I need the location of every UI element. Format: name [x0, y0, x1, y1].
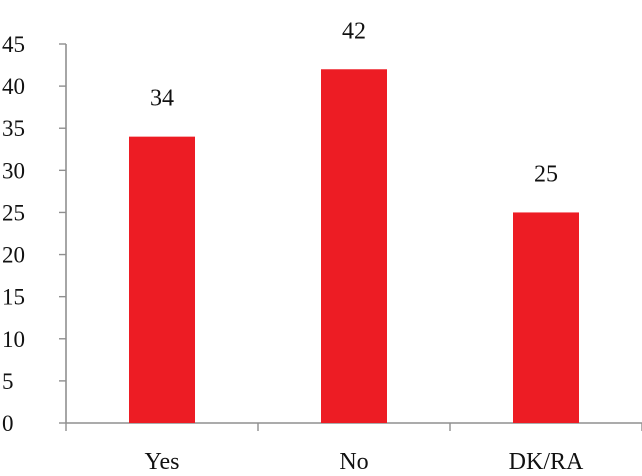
x-tick-label: DK/RA [509, 449, 584, 475]
y-tick-label: 10 [2, 327, 25, 352]
x-tick-label: No [339, 449, 368, 475]
bars [129, 69, 579, 424]
bar-yes [129, 136, 195, 423]
y-tick-label: 40 [2, 74, 25, 99]
y-tick-label: 25 [2, 200, 25, 225]
y-tick-label: 5 [2, 369, 14, 394]
y-tick-label: 45 [2, 32, 25, 57]
x-axis [65, 422, 642, 431]
data-label: 42 [342, 18, 366, 44]
y-tick-label: 35 [2, 116, 25, 141]
y-tick-label: 30 [2, 158, 25, 183]
data-labels: 34 42 25 [150, 18, 558, 187]
bar-no [321, 69, 387, 424]
x-axis-labels: Yes No DK/RA [145, 449, 584, 475]
y-tick-label: 20 [2, 243, 25, 268]
data-label: 25 [534, 161, 558, 187]
bar-dk-ra [513, 212, 579, 423]
y-tick-label: 15 [2, 285, 25, 310]
data-label: 34 [150, 86, 174, 112]
x-tick-label: Yes [145, 449, 180, 475]
y-tick-label: 0 [2, 411, 14, 436]
y-axis: 0 5 10 15 20 25 30 35 40 45 [2, 32, 67, 436]
